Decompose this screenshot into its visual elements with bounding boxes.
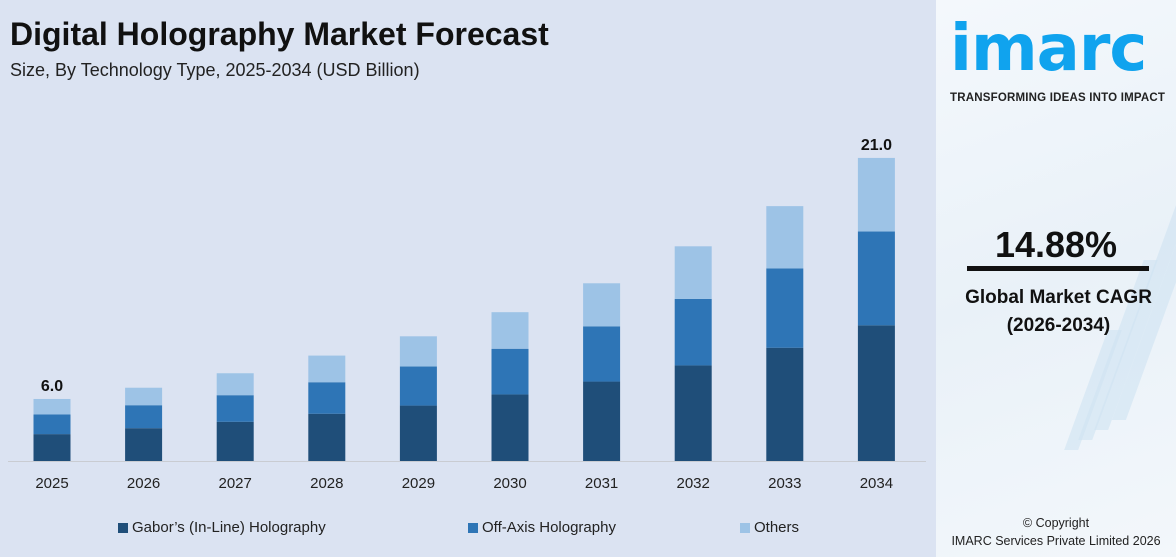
imarc-logo: imarc: [950, 12, 1147, 86]
x-tick-label: 2031: [585, 475, 618, 492]
legend-swatch: [740, 522, 750, 533]
bar-segment-2034-1: [857, 231, 895, 326]
cagr-label: Global Market CAGR (2026-2034): [936, 284, 1176, 340]
bar-segment-2033-1: [766, 268, 804, 348]
legend: Gabor’s (In-Line) Holography Off-Axis Hol…: [0, 519, 936, 539]
x-tick-label: 2027: [219, 475, 252, 492]
x-tick-label: 2025: [35, 475, 68, 492]
legend-swatch: [468, 522, 478, 533]
legend-label: Off-Axis Holography: [482, 519, 616, 536]
chart-subtitle: Size, By Technology Type, 2025-2034 (USD…: [10, 60, 420, 80]
cagr-label-text: Global Market CAGR: [965, 287, 1152, 308]
bar-segment-2028-2: [308, 355, 346, 383]
bar-segment-2028-0: [308, 413, 346, 461]
bar-segment-2030-1: [491, 348, 529, 395]
x-tick-label: 2032: [677, 475, 710, 492]
bar-segment-2034-2: [857, 157, 895, 232]
bar-segment-2027-1: [216, 395, 254, 422]
legend-label: Others: [754, 519, 800, 536]
bar-segment-2032-0: [674, 365, 712, 461]
bar-segment-2033-2: [766, 206, 804, 269]
x-tick-label: 2028: [310, 475, 343, 492]
bar-segment-2025-2: [33, 398, 71, 415]
bar-segment-2034-0: [857, 325, 895, 461]
legend-item: Gabor’s (In-Line) Holography: [118, 519, 326, 536]
cagr-value: 14.88%: [994, 224, 1118, 265]
data-label: 21.0: [861, 137, 892, 154]
legend-label: Gabor’s (In-Line) Holography: [132, 519, 326, 536]
x-tick-label: 2030: [493, 475, 526, 492]
bar-segment-2026-2: [125, 387, 163, 406]
bar-segment-2031-1: [583, 326, 621, 382]
bar-segment-2028-1: [308, 382, 346, 414]
chart-title: Digital Holography Market Forecast: [10, 16, 549, 52]
bar-segment-2030-2: [491, 312, 529, 349]
stacked-bar-chart: 2025 6.0 2026 2027 2028 2029 2030 2031 2032 2033 2…: [8, 137, 926, 492]
bar-segment-2027-2: [216, 373, 254, 396]
x-tick-label: 2026: [127, 475, 160, 492]
copyright-line: © Copyright: [1022, 516, 1090, 530]
x-tick-label: 2029: [402, 475, 435, 492]
bar-segment-2025-0: [33, 434, 71, 461]
x-tick-label: 2034: [860, 475, 893, 492]
cagr-period: (2026-2034): [1006, 315, 1111, 336]
bar-segment-2032-1: [674, 298, 712, 366]
copyright: © Copyright IMARC Services Private Limit…: [936, 514, 1176, 550]
bar-segment-2031-0: [583, 381, 621, 461]
bar-segment-2032-2: [674, 246, 712, 299]
bar-segment-2029-1: [399, 366, 437, 406]
legend-item: Off-Axis Holography: [468, 519, 616, 536]
cagr-divider: [967, 266, 1149, 271]
x-tick-label: 2033: [768, 475, 801, 492]
bar-segment-2030-0: [491, 394, 529, 461]
logo-tagline: TRANSFORMING IDEAS INTO IMPACT: [950, 92, 1166, 104]
bar-segment-2026-1: [125, 405, 163, 429]
bar-segment-2031-2: [583, 283, 621, 327]
legend-swatch: [118, 522, 128, 533]
bar-segment-2027-0: [216, 421, 254, 461]
chart-panel: Digital Holography Market Forecast Size,…: [0, 16, 936, 539]
sidebar-panel: imarc TRANSFORMING IDEAS INTO IMPACT 14.…: [936, 0, 1176, 557]
bar-segment-2026-0: [125, 428, 163, 461]
legend-item: Others: [740, 519, 799, 536]
company-line: IMARC Services Private Limited 2026: [951, 534, 1161, 548]
bar-segment-2033-0: [766, 347, 804, 461]
data-label: 6.0: [41, 378, 63, 395]
bar-segment-2029-0: [399, 405, 437, 461]
bar-segment-2025-1: [33, 414, 71, 435]
bar-segment-2029-2: [399, 336, 437, 367]
